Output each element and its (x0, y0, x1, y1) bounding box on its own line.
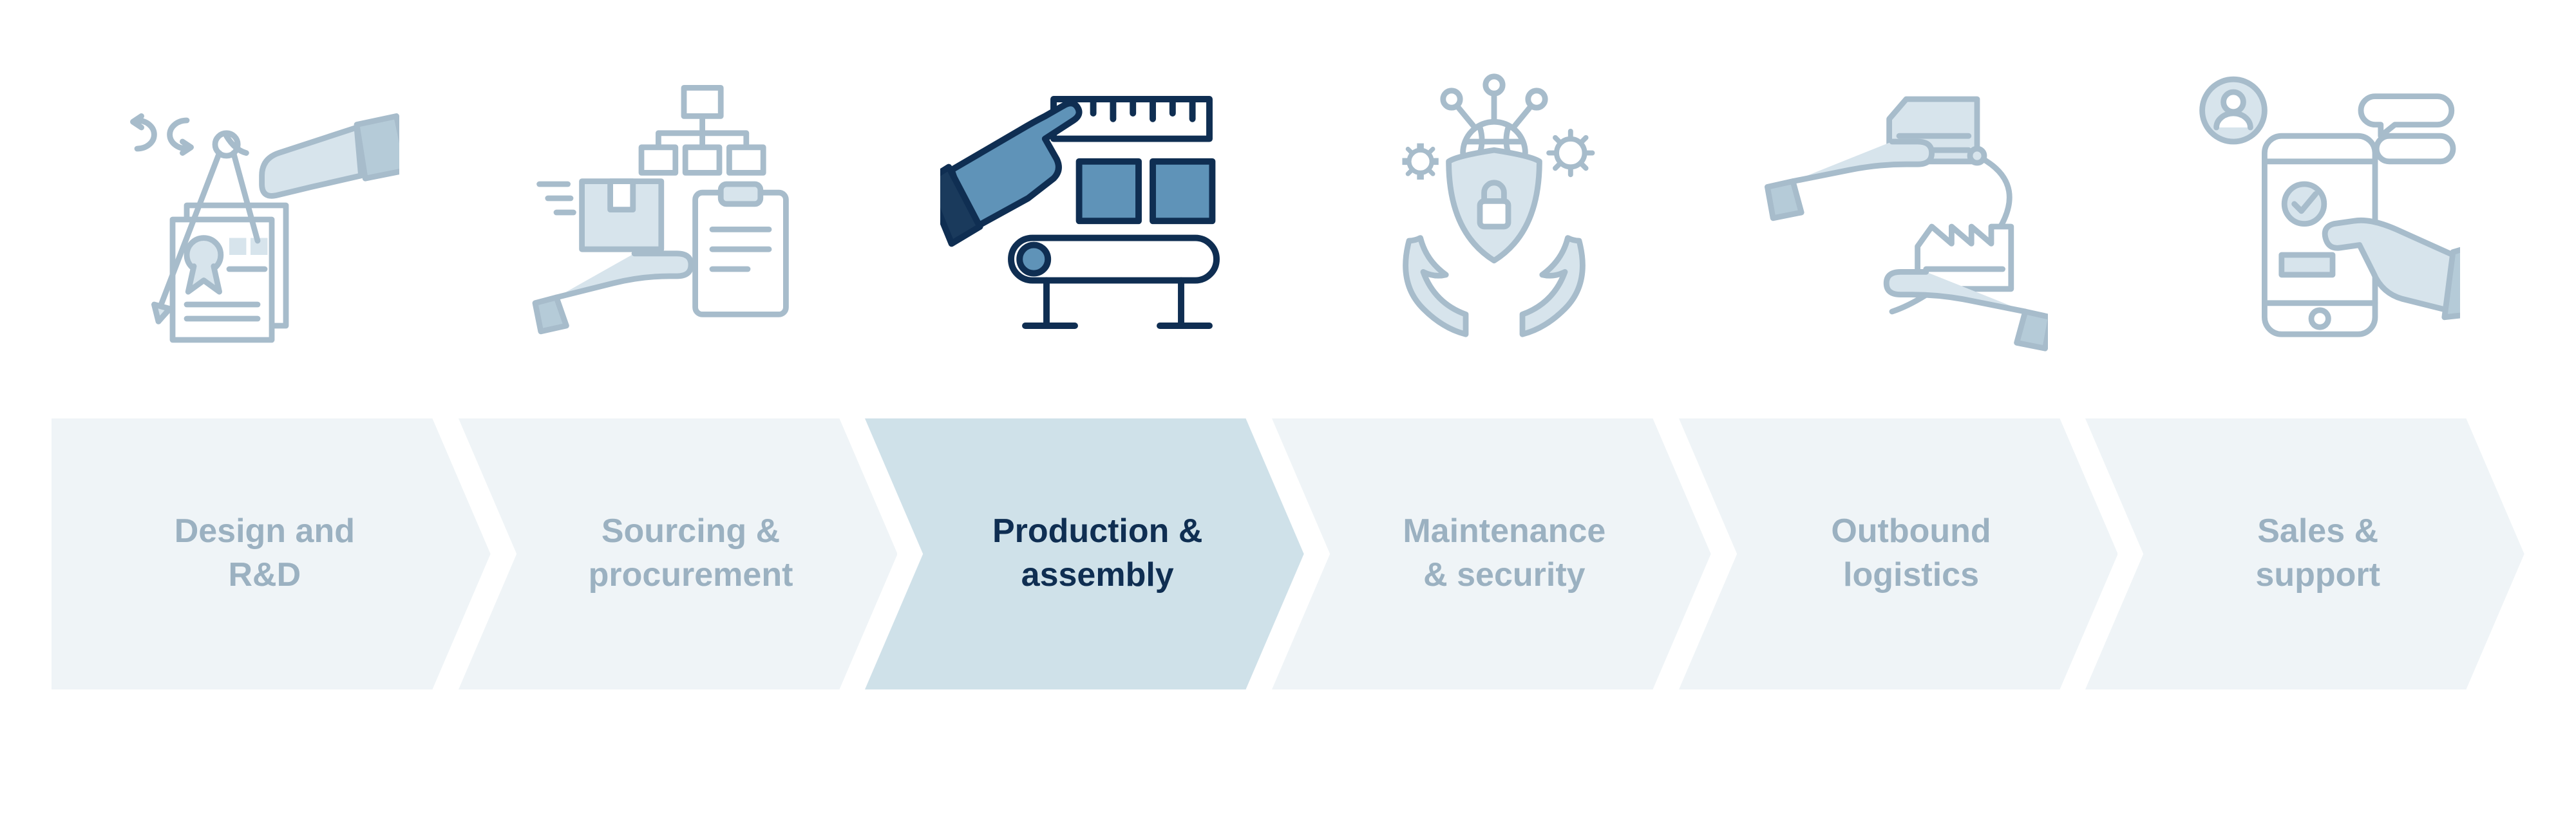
chevron-design-rd[interactable]: Design and R&D (52, 418, 491, 689)
chevron-label: Maintenance & security (1319, 510, 1663, 597)
stage-icon-logistics (1700, 71, 2112, 354)
production-icon (940, 71, 1224, 354)
design-rd-icon (116, 71, 399, 354)
stage-icon-design-rd (52, 71, 464, 354)
chevrons-row: Design and R&D Sourcing & procurement Pr… (52, 418, 2524, 689)
chevron-production[interactable]: Production & assembly (865, 418, 1304, 689)
sourcing-icon (528, 71, 811, 354)
value-chain-diagram: Design and R&D Sourcing & procurement Pr… (52, 39, 2524, 785)
stage-icon-sourcing (464, 71, 876, 354)
chevron-logistics[interactable]: Outbound logistics (1679, 418, 2118, 689)
chevron-label: Sales & support (2172, 510, 2438, 597)
sales-support-icon (2177, 71, 2460, 354)
chevron-label: Sourcing & procurement (505, 510, 851, 597)
chevron-label: Outbound logistics (1747, 510, 2049, 597)
chevron-label: Design and R&D (129, 510, 413, 597)
logistics-icon (1765, 71, 2048, 354)
chevron-maintenance[interactable]: Maintenance & security (1272, 418, 1711, 689)
icons-row (52, 39, 2524, 386)
chevron-sales-support[interactable]: Sales & support (2085, 418, 2524, 689)
stage-icon-production (876, 71, 1288, 354)
stage-icon-sales-support (2112, 71, 2524, 354)
chevron-label: Production & assembly (909, 510, 1260, 597)
stage-icon-maintenance (1288, 71, 1700, 354)
maintenance-icon (1352, 71, 1636, 354)
chevron-sourcing[interactable]: Sourcing & procurement (459, 418, 898, 689)
